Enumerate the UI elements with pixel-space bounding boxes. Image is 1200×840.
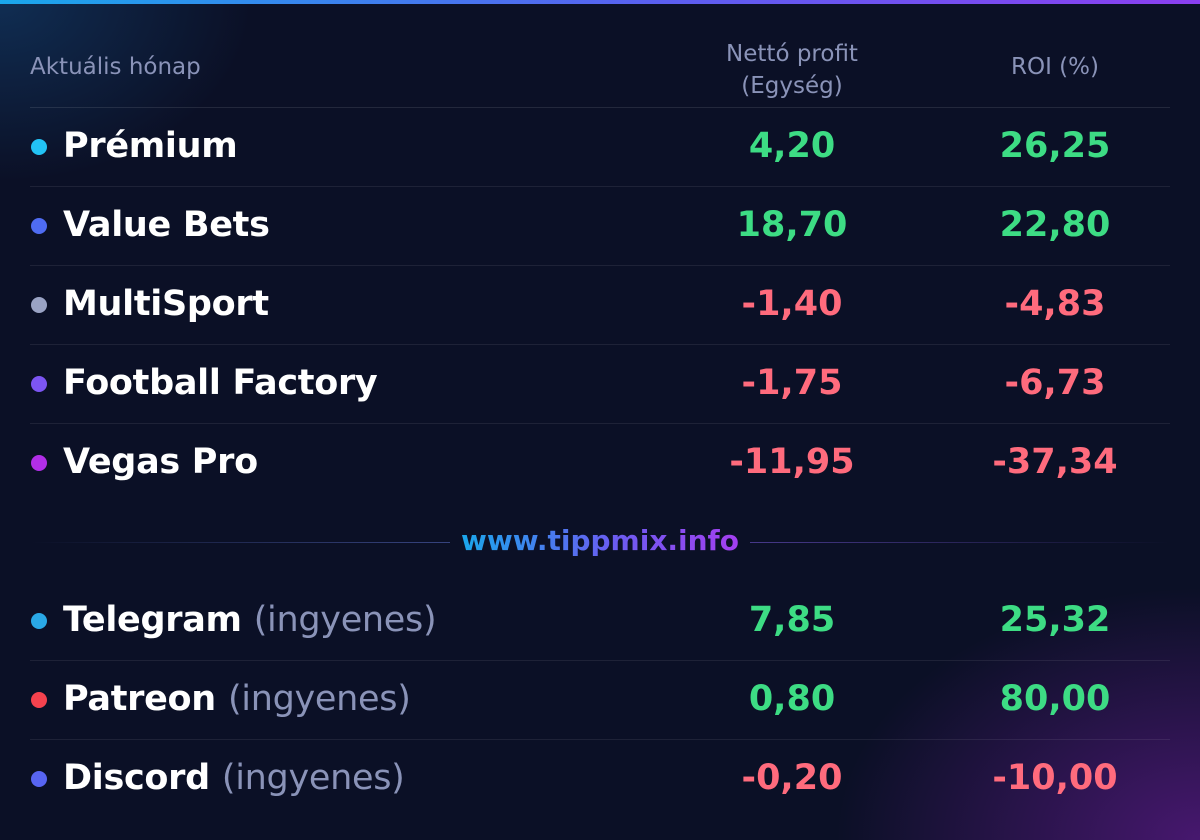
table-row: Prémium 4,20 26,25: [30, 108, 1170, 187]
divider-line-right: [750, 542, 1170, 543]
service-name: MultiSport: [63, 284, 269, 324]
roi-value: -4,83: [1004, 284, 1106, 324]
table-row: Patreon (ingyenes) 0,80 80,00: [30, 661, 1170, 740]
service-name: Patreon (ingyenes): [63, 679, 411, 719]
service-name: Vegas Pro: [63, 442, 258, 482]
top-accent-bar: [0, 0, 1200, 4]
roi-value: -6,73: [1004, 363, 1106, 403]
net-profit-value: -0,20: [741, 758, 843, 798]
service-dot-icon: [31, 692, 47, 708]
service-dot-icon: [31, 771, 47, 787]
service-name-text: Discord: [63, 758, 210, 798]
service-dot-icon: [31, 613, 47, 629]
service-name-text: Telegram: [63, 600, 242, 640]
results-table: Aktuális hónap Nettó profit (Egység) ROI…: [30, 36, 1170, 818]
table-row: Value Bets 18,70 22,80: [30, 187, 1170, 266]
roi-value: 22,80: [999, 205, 1111, 245]
service-name: Telegram (ingyenes): [63, 600, 437, 640]
table-row: Discord (ingyenes) -0,20 -10,00: [30, 740, 1170, 818]
service-dot-icon: [31, 139, 47, 155]
service-name-text: Football Factory: [63, 363, 378, 403]
service-name-text: Patreon: [63, 679, 216, 719]
table-header: Aktuális hónap Nettó profit (Egység) ROI…: [30, 36, 1170, 108]
service-name-text: Prémium: [63, 126, 238, 166]
service-dot-icon: [31, 376, 47, 392]
header-net-profit-line1: Nettó profit: [726, 41, 858, 67]
free-services-list: Telegram (ingyenes) 7,85 25,32 Patreon (in…: [30, 582, 1170, 818]
net-profit-value: -1,40: [741, 284, 843, 324]
service-name-suffix: (ingyenes): [227, 679, 411, 719]
paid-services-list: Prémium 4,20 26,25 Value Bets 18,70 22,8…: [30, 108, 1170, 502]
net-profit-value: 7,85: [748, 600, 836, 640]
service-dot-icon: [31, 218, 47, 234]
table-row: Football Factory -1,75 -6,73: [30, 345, 1170, 424]
roi-value: -10,00: [992, 758, 1118, 798]
service-name-text: Vegas Pro: [63, 442, 258, 482]
net-profit-value: 18,70: [736, 205, 848, 245]
service-dot-icon: [31, 297, 47, 313]
roi-value: 25,32: [999, 600, 1111, 640]
service-name: Value Bets: [63, 205, 270, 245]
header-roi: ROI (%): [1011, 54, 1099, 80]
table-row: Vegas Pro -11,95 -37,34: [30, 424, 1170, 502]
site-watermark-text: www.tippmix.info: [461, 524, 739, 557]
section-divider: www.tippmix.info: [30, 502, 1170, 582]
table-row: MultiSport -1,40 -4,83: [30, 266, 1170, 345]
divider-line-left: [30, 542, 450, 543]
net-profit-value: 4,20: [748, 126, 836, 166]
site-watermark: www.tippmix.info: [30, 524, 1170, 557]
header-period-label: Aktuális hónap: [30, 54, 201, 80]
service-name-text: MultiSport: [63, 284, 269, 324]
roi-value: 26,25: [999, 126, 1111, 166]
net-profit-value: 0,80: [748, 679, 836, 719]
service-name-suffix: (ingyenes): [221, 758, 405, 798]
table-row: Telegram (ingyenes) 7,85 25,32: [30, 582, 1170, 661]
service-name: Prémium: [63, 126, 238, 166]
service-name-text: Value Bets: [63, 205, 270, 245]
service-name-suffix: (ingyenes): [253, 600, 437, 640]
net-profit-value: -1,75: [741, 363, 843, 403]
service-name: Football Factory: [63, 363, 378, 403]
roi-value: -37,34: [992, 442, 1118, 482]
roi-value: 80,00: [999, 679, 1111, 719]
service-name: Discord (ingyenes): [63, 758, 405, 798]
net-profit-value: -11,95: [729, 442, 855, 482]
header-net-profit-line2: (Egység): [741, 73, 843, 99]
header-net-profit: Nettó profit (Egység): [682, 38, 902, 102]
service-dot-icon: [31, 455, 47, 471]
